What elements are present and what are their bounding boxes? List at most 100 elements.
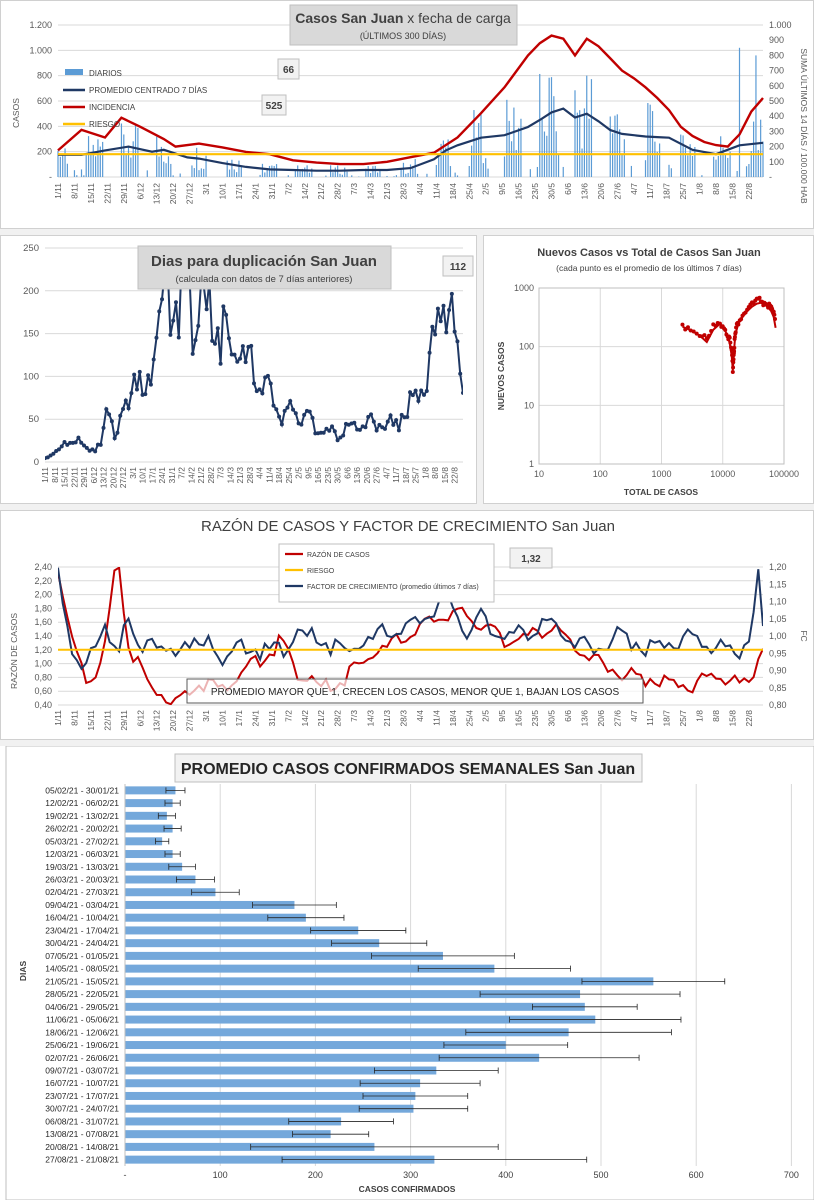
- data-point: [118, 413, 123, 418]
- x-tick-label: 6/12: [89, 467, 99, 484]
- x-tick-label: 30/5: [547, 183, 557, 200]
- bar-diarios: [682, 135, 684, 177]
- bar-diarios: [715, 159, 717, 177]
- data-point: [277, 414, 282, 419]
- bar-diarios: [506, 99, 508, 177]
- data-point: [438, 319, 443, 324]
- bar-diarios: [515, 149, 517, 177]
- badge-value: 1,32: [521, 554, 541, 565]
- bar-diarios: [623, 139, 625, 177]
- data-point: [76, 435, 81, 440]
- bar-diarios: [557, 154, 560, 177]
- data-point: [680, 322, 685, 327]
- bar-diarios: [562, 166, 564, 177]
- y-tick-label: 05/03/21 - 27/02/21: [45, 836, 119, 846]
- bar-diarios: [240, 166, 242, 177]
- bar: [125, 951, 443, 960]
- x-tick-label: 21/2: [316, 710, 326, 727]
- bar-diarios: [97, 139, 99, 177]
- x-tick-label: 22/11: [102, 710, 112, 731]
- data-point: [731, 360, 736, 365]
- data-point: [218, 361, 223, 366]
- y2-tick-label: 700: [769, 66, 784, 76]
- data-point: [249, 343, 254, 348]
- x-tick-label: 25/7: [411, 467, 421, 484]
- bar-diarios: [449, 166, 452, 177]
- y2-tick-label: 1.000: [769, 20, 792, 30]
- data-point: [352, 420, 357, 425]
- legend-label: PROMEDIO CENTRADO 7 DÍAS: [89, 86, 207, 95]
- bar: [125, 1104, 414, 1113]
- y2-tick-label: 600: [769, 81, 784, 91]
- bar: [125, 1130, 331, 1139]
- y-tick-label: 1,60: [34, 617, 52, 627]
- legend-label: RAZÓN DE CASOS: [307, 550, 370, 559]
- y2-tick-label: 1,20: [769, 562, 787, 572]
- y-tick-label: 100: [519, 342, 534, 352]
- data-point: [221, 304, 226, 309]
- y-tick-label: 20/08/21 - 14/08/21: [45, 1142, 119, 1152]
- bar: [125, 837, 163, 846]
- bar-diarios: [762, 141, 764, 177]
- chart-casos: - 200 400 600 800 1.000 1.200 - 100 200 300 400 500 6…: [11, 4, 809, 204]
- x-tick-label: 13/6: [579, 183, 589, 200]
- bar-diarios: [341, 174, 343, 177]
- bar-diarios: [85, 153, 87, 177]
- bar-diarios: [57, 150, 59, 177]
- bar-diarios: [73, 170, 76, 177]
- data-point: [134, 387, 139, 392]
- x-tick-label: 31/1: [267, 710, 277, 727]
- data-point: [728, 340, 733, 345]
- data-point: [224, 312, 229, 317]
- data-point: [160, 297, 165, 302]
- data-point: [727, 335, 732, 340]
- bar-diarios: [76, 175, 78, 177]
- bar-diarios: [659, 143, 661, 177]
- chart-subtitle: (calculada con datos de 7 días anteriore…: [176, 274, 353, 285]
- data-point: [413, 388, 418, 393]
- data-point: [143, 392, 148, 397]
- y-tick-label: 100: [23, 371, 39, 382]
- x-tick-label: 21/3: [235, 467, 245, 484]
- y-tick-label: 09/07/21 - 03/07/21: [45, 1066, 119, 1076]
- bar-diarios: [386, 175, 388, 177]
- bar: [125, 1142, 375, 1151]
- data-point: [157, 309, 162, 314]
- bar-diarios: [205, 155, 207, 177]
- bar-diarios: [377, 172, 379, 177]
- data-point: [391, 422, 396, 427]
- bar-diarios: [367, 166, 369, 177]
- data-point: [129, 391, 134, 396]
- bar-diarios: [160, 146, 162, 177]
- bar-diarios: [736, 170, 738, 177]
- data-point: [293, 411, 298, 416]
- x-tick-label: 31/1: [267, 183, 277, 200]
- badge-box: [277, 58, 300, 80]
- data-point: [702, 333, 707, 338]
- x-tick-label: 28/3: [245, 467, 255, 484]
- y-tick-label: 28/05/21 - 22/05/21: [45, 989, 119, 999]
- bar-diarios: [581, 148, 583, 177]
- x-tick-label: 500: [593, 1170, 608, 1180]
- data-point: [433, 332, 438, 337]
- x-tick-label: 29/11: [79, 467, 89, 488]
- y2-axis-label: SUMA ÚLTIMOS 14 DÍAS / 100.000 HAB: [799, 48, 809, 204]
- y-tick-label: 13/08/21 - 07/08/21: [45, 1129, 119, 1139]
- bar-diarios: [574, 90, 576, 177]
- data-point: [731, 357, 736, 362]
- bar: [125, 1117, 342, 1126]
- bar-diarios: [445, 147, 447, 177]
- bar: [125, 811, 167, 820]
- data-point: [694, 331, 699, 336]
- y-tick-label: 10: [524, 400, 534, 410]
- x-tick-label: 14/3: [366, 710, 376, 727]
- x-tick-label: 7/2: [283, 183, 293, 195]
- x-tick-label: 22/8: [450, 467, 460, 484]
- chart-title: Nuevos Casos vs Total de Casos San Juan: [537, 247, 761, 259]
- bar-diarios: [332, 172, 334, 177]
- y-tick-label: 06/08/21 - 31/07/21: [45, 1116, 119, 1126]
- y-tick-label: 1,20: [34, 645, 52, 655]
- data-point: [736, 322, 741, 327]
- x-tick-label: 15/8: [440, 467, 450, 484]
- x-tick-label: 700: [784, 1170, 799, 1180]
